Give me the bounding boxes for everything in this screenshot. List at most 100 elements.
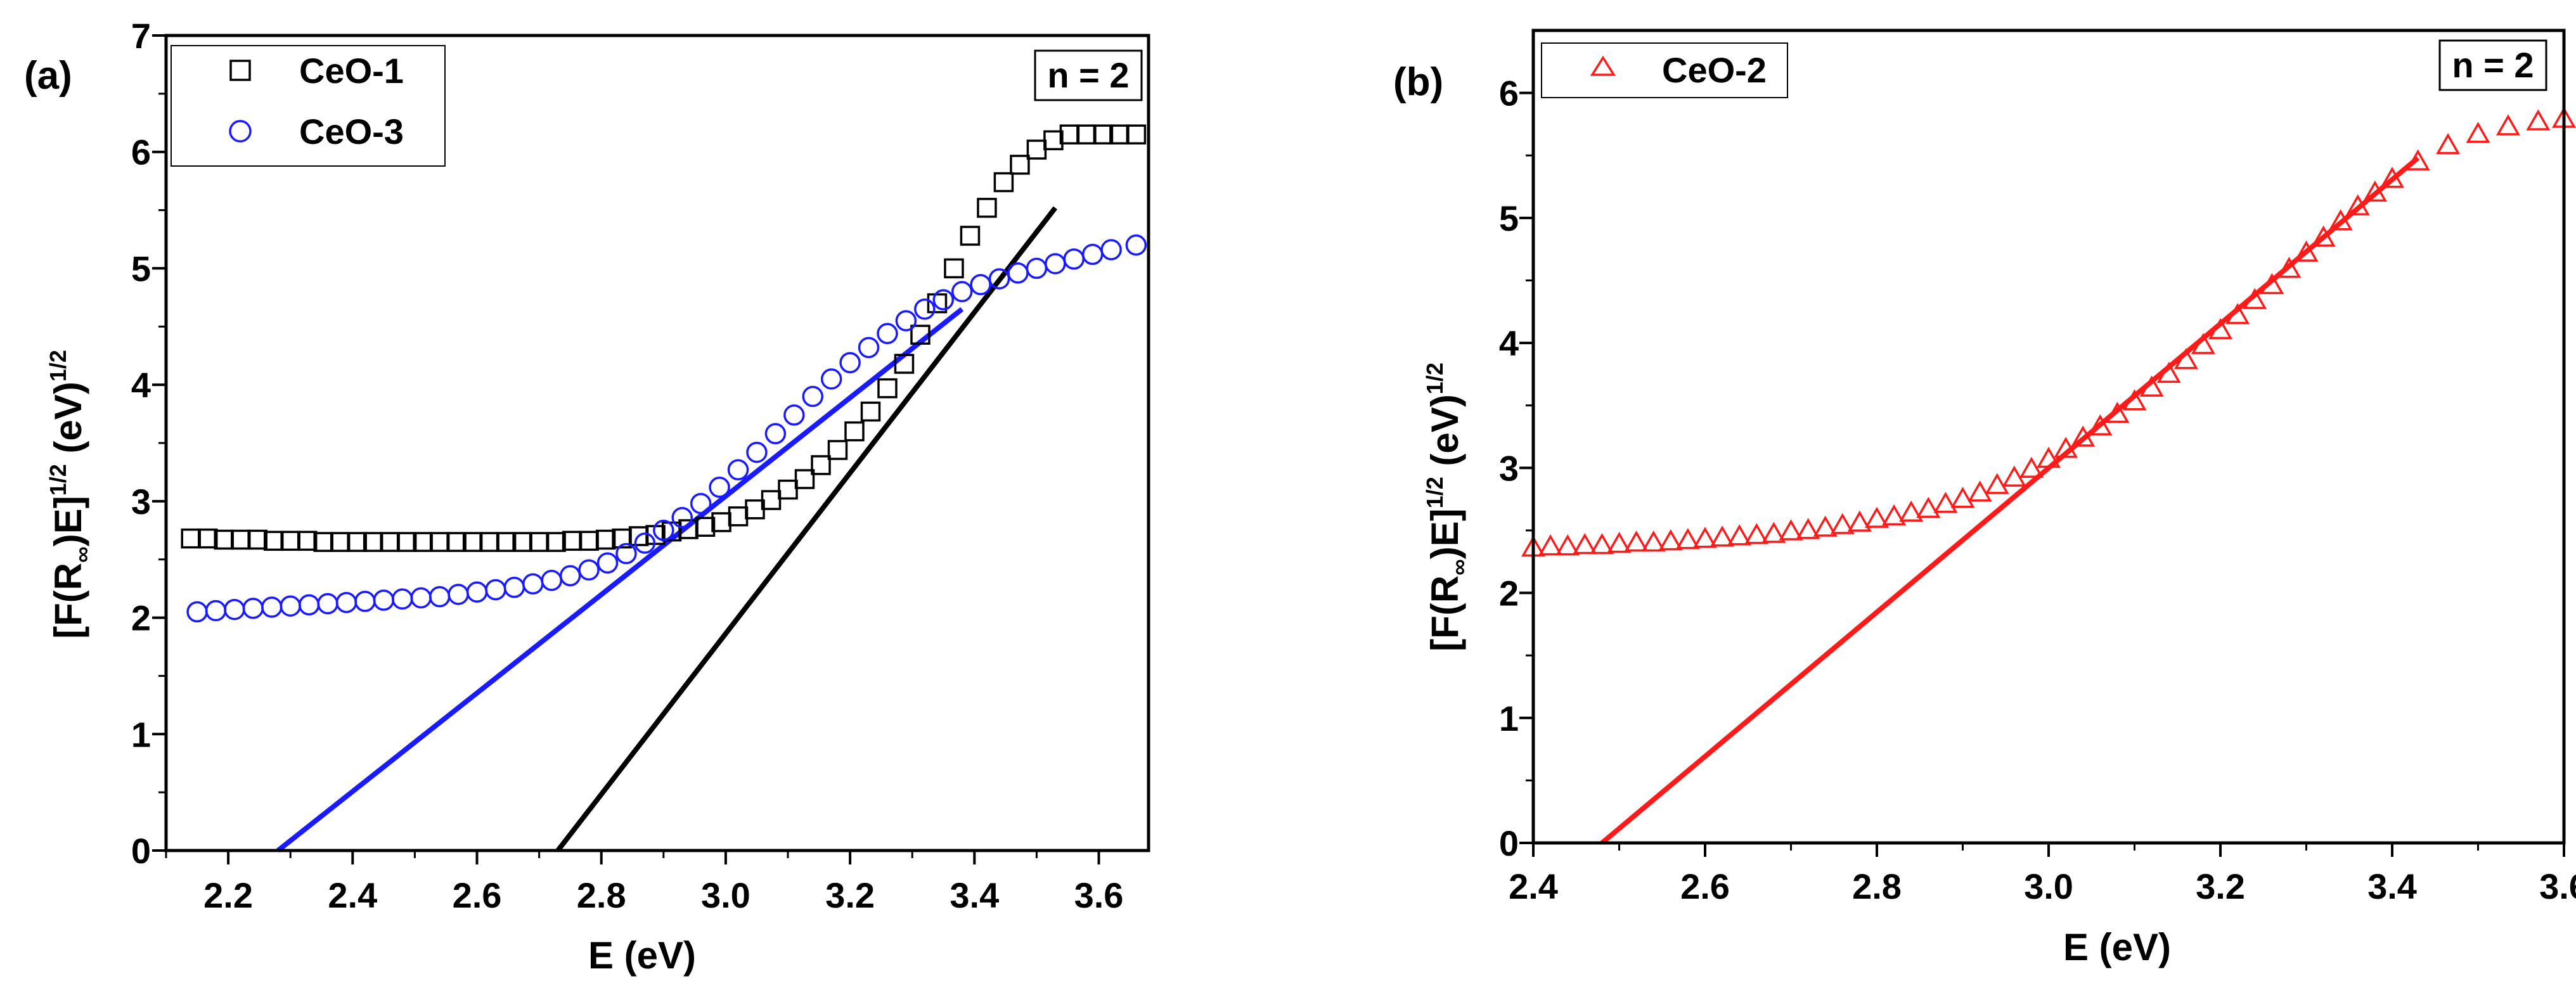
ceo-3-data-point — [820, 368, 842, 390]
panel-a-annotation: n = 2 — [1034, 49, 1143, 101]
ceo-1-fit-line — [555, 206, 1058, 852]
ceo-1-data-point — [960, 226, 981, 246]
ceo-1-data-point — [695, 517, 716, 537]
ceo-3-data-point — [354, 591, 376, 612]
ceo-3-data-point — [671, 506, 693, 529]
ceo-3-data-point — [541, 570, 562, 591]
legend-circle-marker — [229, 120, 252, 143]
ceo-2-data-point — [2466, 122, 2490, 143]
panel-b-xtick-label: 3.0 — [2024, 866, 2073, 906]
ceo-1-data-point — [728, 506, 749, 527]
ceo-3-data-point — [205, 600, 227, 622]
ceo-1-data-point — [1076, 124, 1097, 145]
ceo-3-data-point — [522, 573, 544, 595]
ceo-3-data-point — [280, 595, 301, 617]
ceo-1-data-point — [595, 529, 616, 550]
panel-a-ylabel-sup2: 1/2 — [45, 350, 71, 382]
ceo-3-data-point — [373, 589, 395, 611]
ceo-1-data-point — [827, 440, 848, 460]
panel-b-xtick-label: 2.8 — [1852, 866, 1902, 906]
ceo-1-data-point — [1043, 130, 1064, 151]
ceo-2-data-point — [1796, 518, 1820, 539]
panel-b-legend-box — [1541, 42, 1788, 98]
panel-a-ylabel-sup1: 1/2 — [45, 464, 71, 496]
ceo-3-data-point — [802, 385, 824, 408]
ceo-1-data-point — [347, 532, 367, 552]
ceo-2-data-point — [2139, 375, 2164, 397]
ceo-3-data-point — [186, 601, 208, 623]
ceo-1-data-point — [330, 532, 351, 552]
panel-a-ylabel-sub: ∞ — [69, 546, 95, 563]
panel-b: (b) [F(R∞)E]1/2 (eV)1/2 E (eV) 2.4 2.6 2.8… — [1393, 29, 2576, 968]
ceo-2-data-point — [1624, 530, 1649, 552]
ceo-2-data-point — [2071, 425, 2096, 447]
ceo-1-data-point — [1010, 155, 1030, 175]
ceo-1-data-point — [860, 401, 881, 422]
panel-b-ylabel-sub: ∞ — [1446, 559, 1472, 575]
panel-b-x-ticks: 2.4 2.6 2.8 3.0 3.2 3.4 3.6 — [1509, 843, 2576, 906]
ceo-1-data-point — [429, 532, 450, 552]
panel-b-y-ticks: 0 1 2 3 4 5 6 — [1499, 74, 1533, 863]
panel-a-ylabel: [F(R∞)E]1/2 (eV)1/2 — [45, 350, 95, 639]
ceo-1-data-point — [197, 528, 218, 549]
ceo-2-data-point — [1882, 504, 1907, 525]
ceo-2-data-point — [1933, 491, 1958, 513]
ceo-2-data-point — [1590, 533, 1614, 555]
ceo-2-data-point — [1847, 510, 1872, 532]
panel-b-ylabel-mid: )E] — [1424, 508, 1466, 559]
ceo-2-data-point — [2405, 149, 2430, 170]
panel-b-legend: CeO-2 — [1541, 42, 1788, 98]
ceo-3-data-point — [783, 404, 805, 426]
panel-a-ytick-label: 3 — [131, 482, 151, 522]
ceo-3-data-point — [1026, 257, 1048, 279]
ceo-3-data-point — [970, 274, 991, 295]
ceo-2-data-point — [1985, 473, 2009, 494]
panel-a-annotation-text: n = 2 — [1047, 55, 1129, 95]
ceo-1-data-point — [794, 469, 815, 489]
ceo-2-data-point — [1761, 522, 1786, 543]
panel-b-ylabel: [F(R∞)E]1/2 (eV)1/2 — [1422, 363, 1472, 652]
ceo-3-data-point — [1045, 253, 1066, 274]
ceo-2-data-point — [1573, 533, 1597, 555]
ceo-1-data-point — [181, 528, 201, 549]
ceo-2-data-point — [2260, 273, 2284, 295]
ceo-3-data-point — [335, 591, 357, 613]
ceo-2-data-point — [2496, 114, 2520, 136]
ceo-2-data-point — [1727, 524, 1752, 546]
ceo-3-data-point — [559, 565, 581, 587]
ceo-3-data-point — [988, 268, 1010, 290]
ceo-3-data-point — [428, 586, 451, 608]
ceo-3-data-point — [764, 423, 787, 445]
panel-b-xtick-label: 2.6 — [1680, 866, 1730, 906]
ceo-3-data-point — [224, 598, 245, 620]
ceo-3-data-point — [448, 584, 469, 605]
panel-b-ylabel-sup2: 1/2 — [1422, 363, 1448, 394]
panel-b-ylabel-sup1: 1/2 — [1422, 477, 1448, 508]
ceo-1-data-point — [479, 532, 499, 552]
ceo-2-data-point — [2036, 446, 2061, 468]
ceo-3-data-point — [839, 352, 861, 373]
panel-a-xtick-label: 3.0 — [701, 875, 750, 915]
ceo-2-data-point — [2122, 389, 2147, 411]
ceo-2-data-point — [1710, 525, 1735, 547]
ceo-3-data-point — [932, 289, 955, 311]
panel-b-ytick-label: 6 — [1499, 74, 1519, 113]
panel-b-xtick-label: 2.4 — [1509, 866, 1558, 906]
ceo-2-data-point — [1916, 496, 1941, 518]
ceo-2-data-point — [1641, 530, 1666, 552]
panel-a-x-ticks: 2.2 2.4 2.6 2.8 3.0 3.2 3.4 3.6 — [165, 851, 1124, 915]
ceo-2-data-point — [2208, 318, 2233, 340]
ceo-3-data-point — [1100, 239, 1122, 260]
panel-b-annotation: n = 2 — [2438, 39, 2547, 91]
ceo-3-data-point — [914, 298, 936, 320]
panel-b-ytick-label: 1 — [1499, 698, 1519, 738]
panel-a-xtick-label: 3.6 — [1074, 875, 1124, 915]
ceo-3-data-point — [503, 577, 525, 598]
panel-b-xtick-label: 3.4 — [2367, 866, 2417, 906]
ceo-2-data-point — [1899, 500, 1924, 522]
ceo-2-data-point — [1830, 513, 1855, 534]
panel-a-fit-lines — [276, 206, 1058, 853]
ceo-2-data-point — [2526, 109, 2551, 131]
ceo-3-data-point — [895, 310, 917, 331]
